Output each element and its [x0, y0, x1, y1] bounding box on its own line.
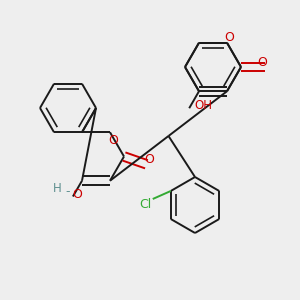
Text: -: -	[66, 185, 70, 198]
Text: O: O	[145, 153, 154, 166]
Text: O: O	[257, 56, 267, 68]
Text: OH: OH	[194, 99, 212, 112]
Text: Cl: Cl	[140, 197, 152, 211]
Text: O: O	[108, 134, 118, 147]
Text: O: O	[224, 31, 234, 44]
Text: H: H	[52, 182, 61, 195]
Text: O: O	[72, 188, 82, 201]
